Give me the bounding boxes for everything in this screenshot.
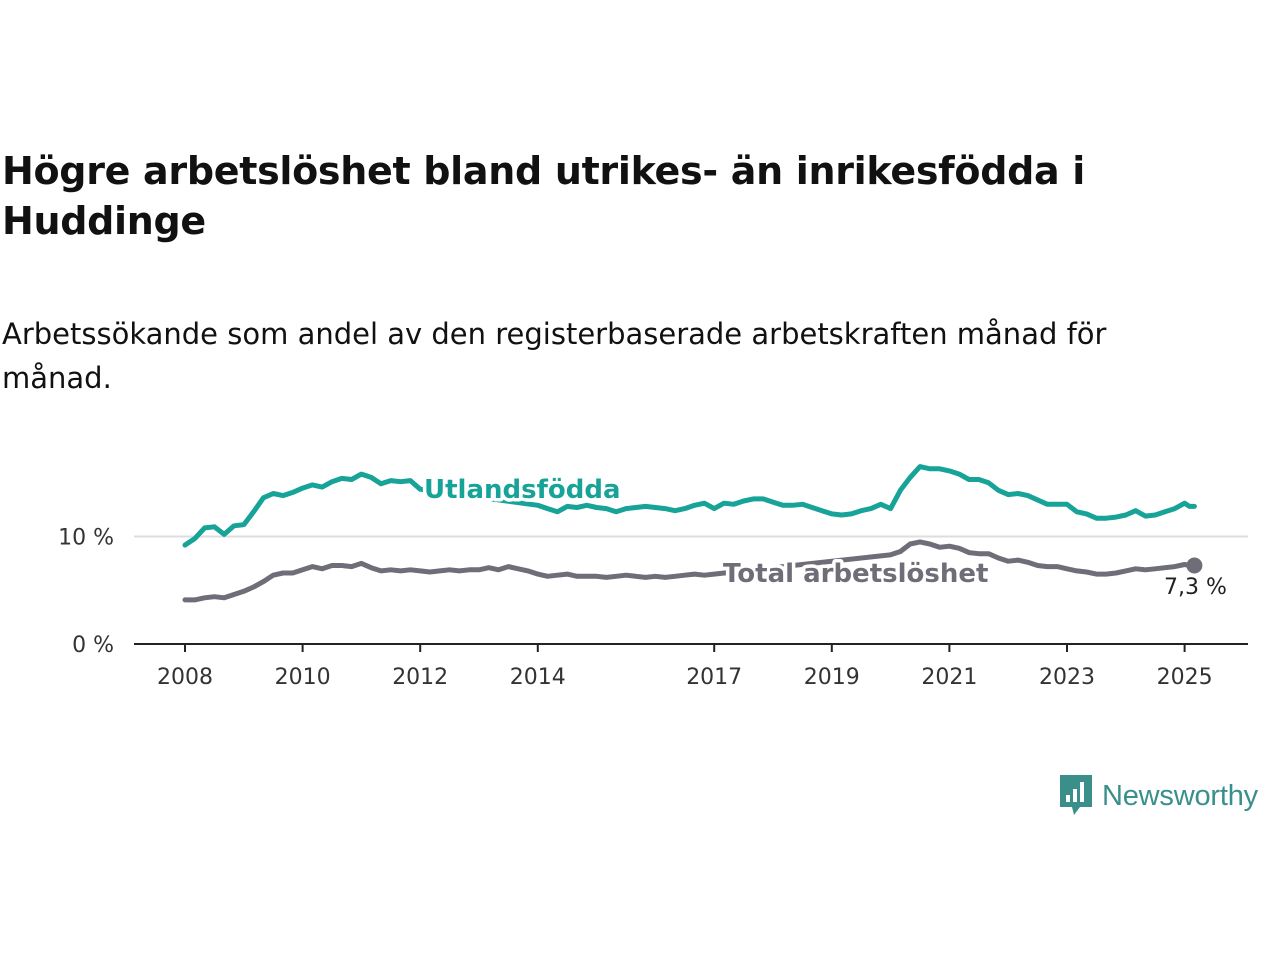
logo-text: Newsworthy: [1102, 779, 1258, 812]
x-tick-label: 2017: [686, 665, 742, 690]
newsworthy-bar-chart-icon: [1060, 775, 1092, 815]
x-tick-label: 2021: [921, 665, 977, 690]
series-label-utlandsfodda: Utlandsfödda: [424, 475, 621, 505]
y-tick-label: 0 %: [72, 633, 114, 658]
newsworthy-logo: Newsworthy: [1058, 772, 1280, 820]
x-tick-label: 2012: [392, 665, 448, 690]
series-label-total: Total arbetslöshet: [723, 559, 988, 589]
axis-layer: 0 % 10 % 2008 2010 2012 2014 2017 2019 2021 2023 2…: [58, 526, 1248, 690]
y-tick-label: 10 %: [58, 526, 114, 551]
series-line-total: [182, 539, 1197, 603]
x-tick-label: 2025: [1157, 665, 1213, 690]
x-tick-label: 2019: [804, 665, 860, 690]
x-tick-label: 2023: [1039, 665, 1095, 690]
series-line-utlandsfodda: [182, 464, 1197, 548]
chart-subtitle: Arbetssökande som andel av den registerb…: [2, 317, 1107, 395]
series-layer: [182, 464, 1203, 603]
last-value-label: 7,3 %: [1164, 575, 1227, 600]
x-tick-label: 2008: [157, 665, 213, 690]
x-tick-label: 2010: [275, 665, 331, 690]
last-value-marker: [1186, 557, 1203, 574]
x-tick-label: 2014: [510, 665, 566, 690]
label-layer: Utlandsfödda Total arbetslöshet 7,3 %: [421, 472, 1227, 601]
chart-title: Högre arbetslöshet bland utrikes- än inr…: [2, 149, 1085, 243]
